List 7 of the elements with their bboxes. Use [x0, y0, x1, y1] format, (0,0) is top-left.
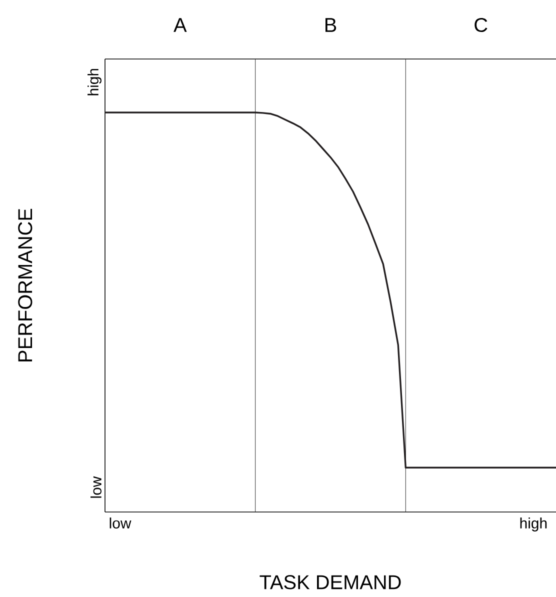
- text: low: [90, 476, 102, 498]
- y-axis-title: PERFORMANCE: [18, 208, 32, 362]
- text: B: [325, 18, 336, 32]
- text: high: [88, 68, 102, 96]
- text: A: [174, 18, 187, 32]
- text: C: [474, 18, 488, 32]
- x-axis-title: TASK DEMAND: [260, 575, 401, 590]
